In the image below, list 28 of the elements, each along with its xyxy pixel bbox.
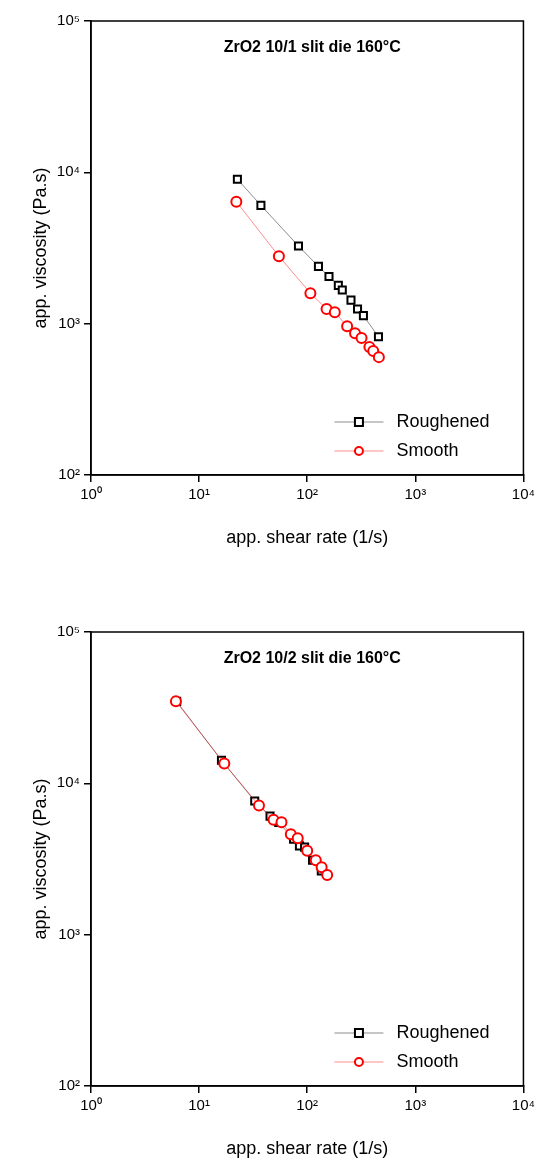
- text: ZrO2 10/1 slit die 160°C: [223, 38, 402, 56]
- y-tick-label: 10³: [58, 924, 80, 942]
- y-tick-label: 10⁵: [57, 622, 80, 640]
- x-tick-label: 10³: [404, 485, 427, 503]
- y-tick-label: 10⁵: [57, 11, 80, 29]
- x-tick-label: 10³: [404, 1096, 427, 1114]
- x-tick-label: 10¹: [188, 485, 210, 503]
- y-tick-label: 10²: [58, 1076, 80, 1094]
- y-tick-label: 10⁴: [56, 162, 80, 180]
- y-axis-title: app. viscosity (Pa.s): [29, 778, 50, 940]
- x-tick-label: 10⁴: [511, 1096, 536, 1114]
- x-tick-label: 10⁰: [80, 485, 102, 503]
- legend-label: Smooth: [396, 1050, 459, 1071]
- y-axis-title: app. viscosity (Pa.s): [29, 167, 50, 329]
- x-tick-label: 10²: [296, 1096, 319, 1114]
- y-tick-label: 10²: [58, 465, 80, 483]
- x-tick-label: 10⁰: [80, 1096, 102, 1114]
- x-tick-label: 10⁴: [511, 485, 536, 503]
- x-axis-title: app. shear rate (1/s): [226, 527, 389, 548]
- x-axis-title: app. shear rate (1/s): [226, 1138, 389, 1159]
- x-tick-label: 10²: [296, 485, 319, 503]
- legend-label: Smooth: [396, 439, 459, 460]
- x-tick-label: 10¹: [188, 1096, 210, 1114]
- legend-label: Roughened: [396, 410, 490, 431]
- legend-label: Roughened: [396, 1021, 490, 1042]
- text: ZrO2 10/2 slit die 160°C: [223, 649, 402, 667]
- y-tick-label: 10⁴: [56, 773, 80, 791]
- y-tick-label: 10³: [58, 313, 80, 331]
